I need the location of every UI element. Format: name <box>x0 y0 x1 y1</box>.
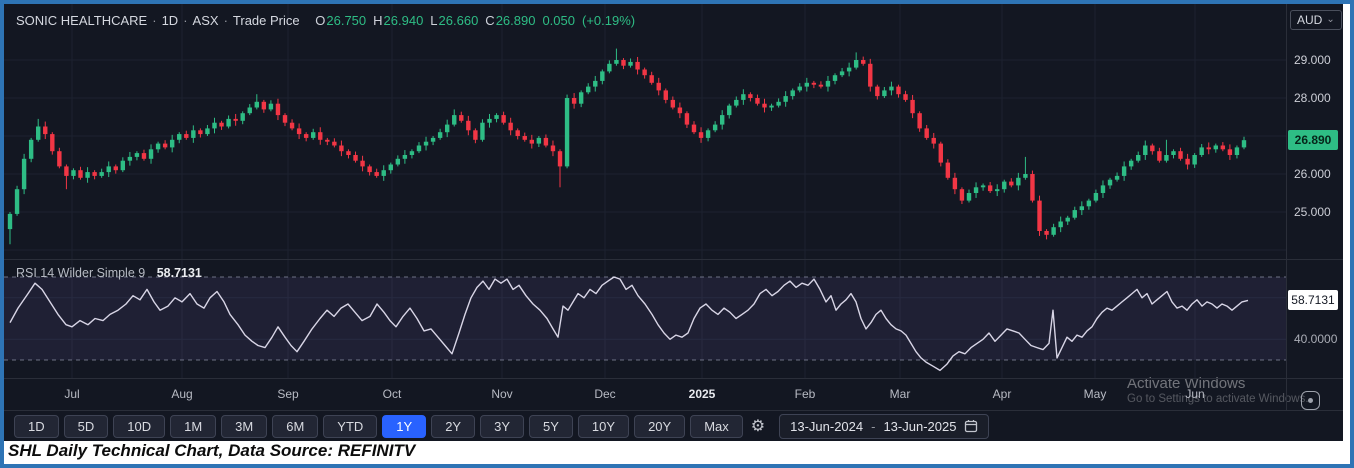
high-value: 26.940 <box>383 13 424 28</box>
range-button-10y[interactable]: 10Y <box>577 414 630 438</box>
rsi-legend: RSI 14 Wilder Simple 9 58.7131 <box>16 266 202 280</box>
range-button-3y[interactable]: 3Y <box>480 414 525 438</box>
time-axis-label: Jun <box>1185 387 1205 401</box>
calendar-icon[interactable] <box>964 419 978 433</box>
date-range-picker[interactable]: 13-Jun-2024 - 13-Jun-2025 <box>779 413 990 439</box>
open-value: 26.750 <box>326 13 367 28</box>
range-button-1y[interactable]: 1Y <box>382 414 427 438</box>
target-dot <box>1308 398 1313 403</box>
price-axis-label: 28.000 <box>1294 91 1331 105</box>
high-letter: H <box>373 13 383 28</box>
range-button-6m[interactable]: 6M <box>272 414 319 438</box>
scale-divider <box>1286 4 1287 410</box>
range-button-3m[interactable]: 3M <box>221 414 268 438</box>
legend-separator: · <box>223 13 228 28</box>
legend-separator: · <box>183 13 188 28</box>
target-icon[interactable] <box>1301 391 1320 410</box>
range-toolbar: 1D 5D 10D 1M 3M 6M YTD 1Y 2Y 3Y 5Y 10Y 20Y Max ⚙ 13-Ju… <box>4 410 1343 441</box>
time-axis[interactable]: Jul Aug Sep Oct Nov Dec 2025 Feb Mar Apr May Jun <box>4 378 1343 410</box>
time-axis-label: Feb <box>794 387 816 401</box>
date-from: 13-Jun-2024 <box>790 418 864 434</box>
low-letter: L <box>430 13 438 28</box>
open-letter: O <box>315 13 326 28</box>
range-button-10d[interactable]: 10D <box>113 414 166 438</box>
symbol-name: SONIC HEALTHCARE <box>16 13 148 28</box>
time-axis-label: Mar <box>889 387 911 401</box>
last-price-badge: 26.890 <box>1288 130 1338 151</box>
date-separator: - <box>871 418 876 434</box>
ohlc-values: O26.750 H26.940 L26.660 C26.890 0.050 (+0.19%… <box>315 13 642 28</box>
range-button-ytd[interactable]: YTD <box>323 414 378 438</box>
rsi-line <box>9 276 1249 372</box>
time-axis-label: Nov <box>491 387 513 401</box>
time-axis-label: May <box>1083 387 1107 401</box>
change-percent: (+0.19%) <box>582 13 636 28</box>
price-scale[interactable]: AUD ⌄ 29.000 28.000 26.000 25.000 26.890 58.7… <box>1287 4 1343 410</box>
rsi-axis-label: 40.0000 <box>1294 332 1338 347</box>
rsi-indicator-label: RSI 14 Wilder Simple 9 <box>16 266 146 280</box>
rsi-value-badge: 58.7131 <box>1288 290 1338 311</box>
time-axis-label: Apr <box>992 387 1012 401</box>
legend-separator: · <box>152 13 157 28</box>
price-axis-label: 26.000 <box>1294 167 1331 181</box>
time-axis-label: 2025 <box>688 387 716 401</box>
chevron-down-icon: ⌄ <box>1326 14 1335 25</box>
range-button-1m[interactable]: 1M <box>170 414 217 438</box>
time-axis-label: Aug <box>171 387 193 401</box>
time-axis-label: Jul <box>64 387 80 401</box>
range-button-2y[interactable]: 2Y <box>431 414 476 438</box>
low-value: 26.660 <box>438 13 479 28</box>
gear-icon[interactable]: ⚙ <box>748 416 768 436</box>
change-value: 0.050 <box>542 13 575 28</box>
range-button-20y[interactable]: 20Y <box>634 414 686 438</box>
exchange-label: ASX <box>192 13 219 28</box>
rsi-current-value: 58.7131 <box>156 266 202 280</box>
time-axis-label: Sep <box>277 387 299 401</box>
time-axis-label: Dec <box>594 387 616 401</box>
range-button-max[interactable]: Max <box>690 414 743 438</box>
close-value: 26.890 <box>495 13 536 28</box>
series-type-label: Trade Price <box>232 13 300 28</box>
trading-chart-app: SONIC HEALTHCARE · 1D · ASX · Trade Price O26.… <box>4 4 1343 441</box>
candlestick-series <box>7 48 1247 245</box>
symbol-legend: SONIC HEALTHCARE · 1D · ASX · Trade Price O26.… <box>16 13 642 28</box>
activate-windows-watermark: Activate Windows <box>1127 375 1246 392</box>
price-axis-label: 25.000 <box>1294 205 1331 219</box>
time-axis-label: Oct <box>382 387 402 401</box>
currency-selector[interactable]: AUD ⌄ <box>1290 10 1342 30</box>
range-button-1d[interactable]: 1D <box>14 414 59 438</box>
price-axis-label: 29.000 <box>1294 53 1331 67</box>
panel-divider <box>4 259 1343 260</box>
date-to: 13-Jun-2025 <box>883 418 957 434</box>
range-button-5y[interactable]: 5Y <box>529 414 573 438</box>
currency-label: AUD <box>1297 13 1323 27</box>
range-button-5d[interactable]: 5D <box>63 414 109 438</box>
rsi-band <box>4 277 1286 360</box>
close-letter: C <box>485 13 495 28</box>
activate-windows-watermark-sub: Go to Settings to activate Windows. <box>1127 393 1309 405</box>
interval-label: 1D <box>161 13 179 28</box>
chart-caption: SHL Daily Technical Chart, Data Source: … <box>8 441 416 460</box>
axis-divider <box>4 378 1343 379</box>
chart-canvas[interactable] <box>4 4 1286 378</box>
